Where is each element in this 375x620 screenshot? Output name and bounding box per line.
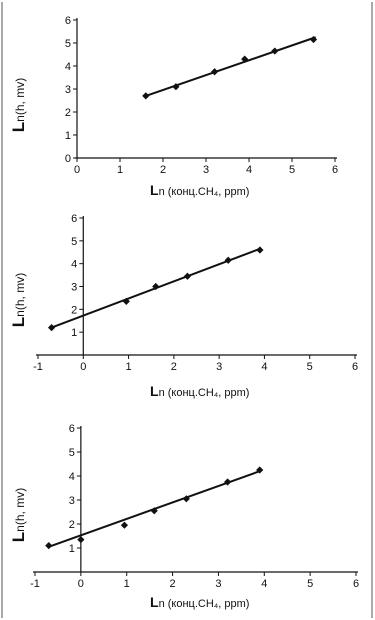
x-tick-label: 6 (332, 164, 338, 176)
data-point (271, 47, 279, 55)
data-point (256, 246, 264, 254)
x-axis-label-initial: L (150, 182, 159, 198)
x-tick-label: 3 (216, 361, 222, 373)
x-tick-label: 0 (78, 578, 84, 590)
y-axis-label-rest: n(h, mv) (13, 488, 27, 532)
y-axis-label-initial: L (9, 122, 28, 132)
y-tick-label: 2 (71, 304, 77, 316)
x-tick-label: 1 (117, 164, 123, 176)
data-point (241, 55, 249, 63)
data-point (224, 256, 232, 264)
y-tick-label: 1 (71, 327, 77, 339)
x-tick-label: 2 (160, 164, 166, 176)
y-tick-label: 5 (65, 38, 71, 50)
y-axis-label: Ln(h, mv) (9, 78, 28, 132)
fit-line (145, 36, 316, 97)
x-axis-label-rest: n (конц.CH₄, ppm) (159, 598, 250, 610)
y-tick-label: 3 (65, 84, 71, 96)
x-tick-label: 5 (307, 361, 313, 373)
data-point (183, 272, 192, 280)
y-axis-label-rest: n(h, mv) (13, 78, 27, 122)
x-axis-label: Ln (конц.CH₄, ppm) (150, 383, 249, 399)
y-axis-label: Ln(h, mv) (9, 273, 28, 327)
y-tick-label: 5 (71, 236, 77, 248)
data-point (182, 495, 190, 503)
x-axis-label-rest: n (конц.CH₄, ppm) (159, 186, 250, 198)
x-tick-label: 6 (352, 361, 358, 373)
y-tick-label: 0 (65, 153, 71, 165)
y-tick-label: 4 (69, 471, 75, 483)
x-tick-label: 5 (307, 578, 313, 590)
x-tick-label: 2 (170, 578, 176, 590)
y-tick-label: 6 (71, 213, 77, 225)
x-tick-label: 4 (261, 361, 267, 373)
data-point (152, 282, 160, 291)
x-tick-label: 3 (203, 164, 209, 176)
x-tick-label: 6 (353, 578, 359, 590)
data-point (122, 297, 130, 305)
x-tick-label: 0 (80, 361, 86, 373)
y-tick-label: 2 (65, 107, 71, 119)
x-tick-label: 3 (215, 578, 221, 590)
x-axis-label-rest: n (конц.CH₄, ppm) (159, 387, 250, 399)
x-axis-label-initial: L (150, 594, 159, 610)
x-tick-label: 2 (171, 361, 177, 373)
y-tick-label: 4 (71, 259, 77, 271)
y-axis-label-initial: L (9, 532, 28, 542)
x-tick-label: 4 (261, 578, 267, 590)
y-tick-label: 1 (69, 543, 75, 555)
x-tick-label: -1 (33, 361, 43, 373)
data-point (211, 68, 219, 76)
y-tick-label: 2 (69, 519, 75, 531)
data-point (256, 466, 264, 474)
data-point (120, 521, 129, 529)
y-tick-label: 5 (69, 447, 75, 459)
y-tick-label: 6 (69, 423, 75, 435)
y-tick-label: 3 (71, 282, 77, 294)
x-tick-label: 5 (289, 164, 295, 176)
y-tick-label: 3 (69, 495, 75, 507)
y-tick-label: 4 (65, 61, 71, 73)
x-axis-label: Ln (конц.CH₄, ppm) (150, 182, 249, 198)
x-tick-label: 0 (74, 164, 80, 176)
y-tick-label: 1 (65, 130, 71, 142)
x-tick-label: 1 (126, 361, 132, 373)
x-tick-label: 4 (246, 164, 252, 176)
data-point (45, 542, 53, 550)
y-tick-label: 6 (65, 15, 71, 27)
data-point (47, 324, 56, 332)
data-point (172, 83, 180, 91)
y-axis-label-rest: n(h, mv) (13, 273, 27, 317)
data-point (150, 507, 158, 515)
data-point (142, 92, 150, 100)
x-axis-label-initial: L (150, 383, 159, 399)
x-tick-label: 1 (124, 578, 130, 590)
y-axis-label: Ln(h, mv) (9, 488, 28, 542)
x-axis-label: Ln (конц.CH₄, ppm) (150, 594, 249, 610)
data-point (224, 478, 232, 486)
x-tick-label: -1 (30, 578, 40, 590)
y-axis-label-initial: L (9, 317, 28, 327)
data-point (77, 536, 85, 544)
data-point (309, 35, 318, 44)
